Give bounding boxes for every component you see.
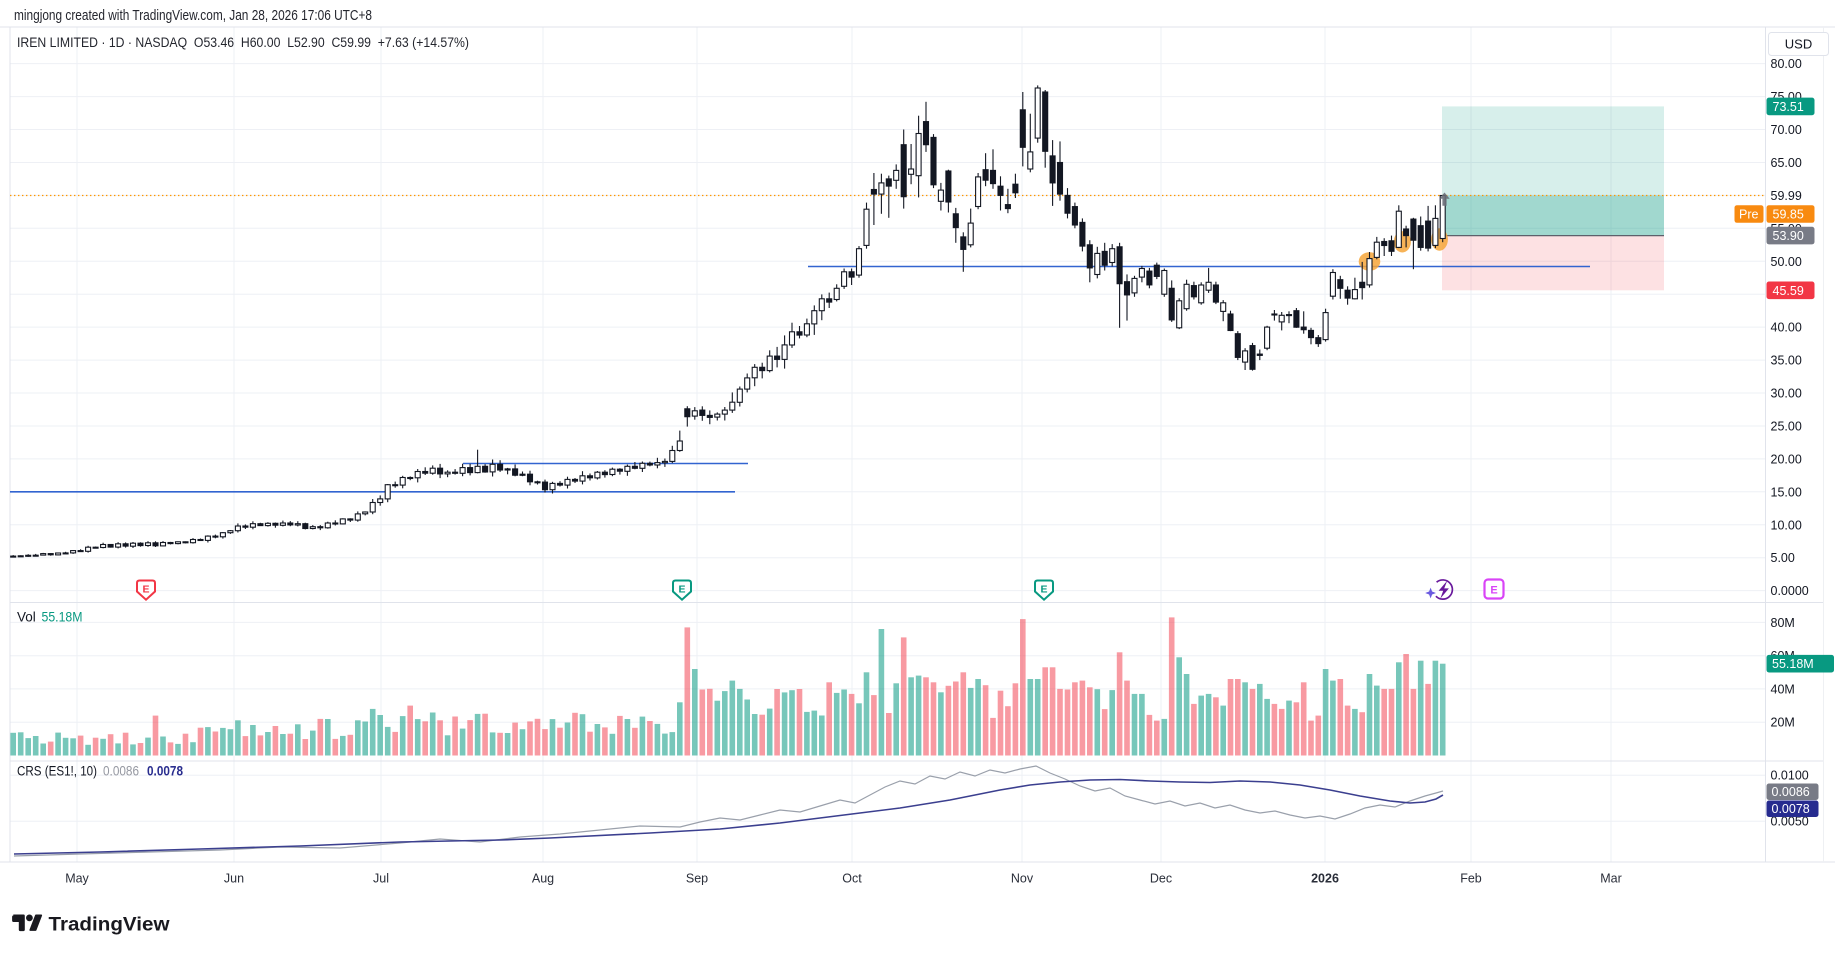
svg-text:Sep: Sep [686,872,708,886]
svg-text:0.0050: 0.0050 [1771,815,1809,829]
svg-text:USD: USD [1785,37,1812,52]
svg-text:0.0086: 0.0086 [103,764,139,779]
svg-text:Pre: Pre [1739,208,1759,222]
svg-text:59.85: 59.85 [1773,208,1804,222]
svg-text:80M: 80M [1771,616,1795,630]
svg-text:Jul: Jul [373,872,389,886]
svg-text:E: E [1490,585,1497,597]
svg-text:25.00: 25.00 [1771,420,1802,434]
svg-text:20M: 20M [1771,716,1795,730]
svg-text:Jun: Jun [224,872,244,886]
svg-text:E: E [142,584,149,596]
svg-text:30.00: 30.00 [1771,387,1802,401]
svg-text:E: E [678,584,685,596]
svg-text:CRS (ES1!, 10): CRS (ES1!, 10) [17,764,97,779]
svg-text:80.00: 80.00 [1771,57,1802,71]
svg-text:65.00: 65.00 [1771,156,1802,170]
svg-text:0.0000: 0.0000 [1771,584,1809,598]
svg-text:40M: 40M [1771,682,1795,696]
svg-text:May: May [65,872,89,886]
svg-text:Oct: Oct [842,872,862,886]
svg-text:E: E [1040,584,1047,596]
svg-text:59.99: 59.99 [1771,189,1802,203]
svg-text:55.18M: 55.18M [1772,657,1814,671]
svg-text:Vol: Vol [17,610,36,625]
svg-text:0.0100: 0.0100 [1771,769,1809,783]
svg-text:Mar: Mar [1600,872,1622,886]
svg-text:Nov: Nov [1011,872,1034,886]
svg-text:40.00: 40.00 [1771,321,1802,335]
svg-text:15.00: 15.00 [1771,485,1802,499]
svg-text:Dec: Dec [1150,872,1172,886]
svg-text:73.51: 73.51 [1773,100,1804,114]
svg-text:53.90: 53.90 [1773,229,1804,243]
svg-text:2026: 2026 [1311,872,1339,886]
svg-text:20.00: 20.00 [1771,452,1802,466]
svg-text:35.00: 35.00 [1771,354,1802,368]
svg-text:IREN LIMITED · 1D · NASDAQ O5: IREN LIMITED · 1D · NASDAQ O53.46 H60.00… [17,35,469,50]
svg-text:TradingView: TradingView [49,914,171,936]
svg-text:70.00: 70.00 [1771,123,1802,137]
svg-text:10.00: 10.00 [1771,518,1802,532]
svg-text:5.00: 5.00 [1771,551,1795,565]
svg-text:0.0078: 0.0078 [1772,802,1810,816]
svg-text:50.00: 50.00 [1771,255,1802,269]
svg-text:mingjong created with TradingV: mingjong created with TradingView.com, J… [14,7,372,24]
svg-text:45.59: 45.59 [1773,284,1804,298]
svg-text:0.0086: 0.0086 [1772,785,1810,799]
svg-text:0.0078: 0.0078 [147,764,183,779]
svg-text:55.18M: 55.18M [42,610,83,625]
svg-text:Aug: Aug [532,872,554,886]
svg-text:Feb: Feb [1460,872,1482,886]
